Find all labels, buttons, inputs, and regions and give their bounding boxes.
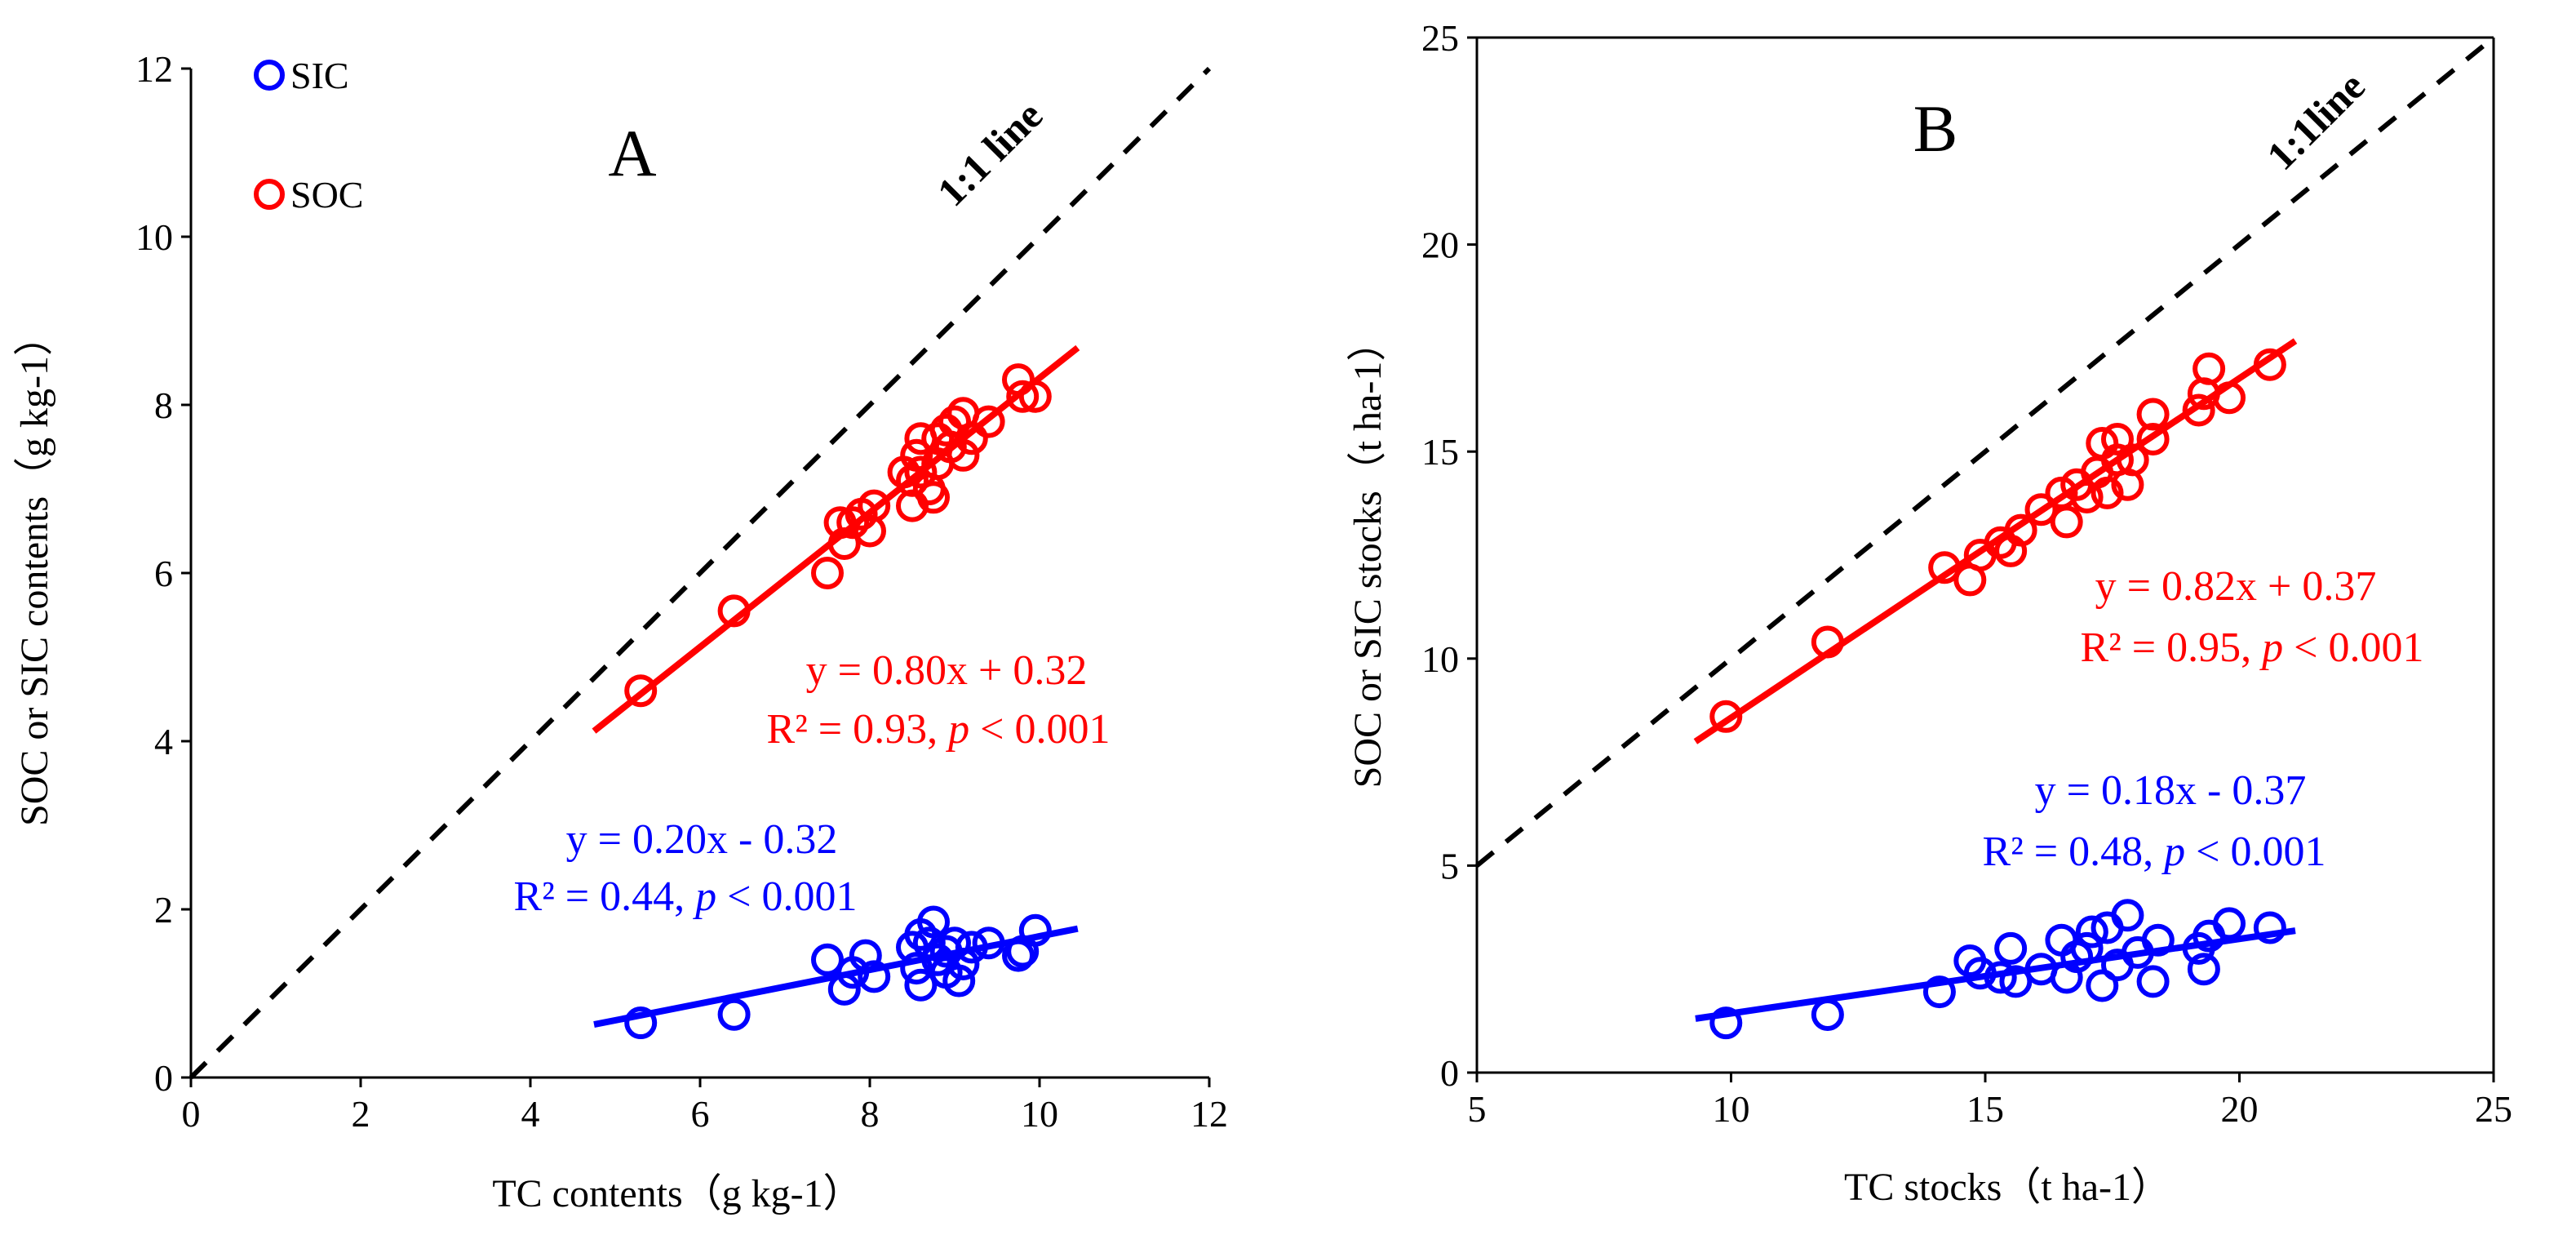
soc-point-b [2192, 352, 2226, 385]
x-tick-label-a: 10 [1021, 1093, 1058, 1135]
soc-point-a [896, 489, 929, 522]
sic-point-b [2075, 915, 2108, 949]
y-tick-label-b: 0 [1440, 1052, 1459, 1094]
sic-point-b [2253, 911, 2286, 944]
x-tick-label-b: 25 [2475, 1088, 2512, 1130]
sic-point-b [2086, 969, 2119, 1002]
sic-point-b [1999, 965, 2033, 998]
soc-fit-line-a [592, 344, 1080, 734]
sic-point-b [1922, 975, 1956, 1009]
sic-point-a [717, 998, 751, 1031]
soc-point-a [904, 422, 938, 455]
legend-label-sic: SIC [290, 55, 349, 96]
y-axis-title-a: SOC or SIC contents（g kg-1） [13, 317, 56, 826]
sic-point-a [904, 968, 938, 1002]
x-tick-label-a: 8 [861, 1093, 880, 1135]
one-to-one-line-b [1475, 35, 2495, 868]
y-tick-label-b: 15 [1421, 431, 1459, 473]
x-tick-label-a: 6 [691, 1093, 710, 1135]
chart-a: A 1:1 line TC contents（g kg-1） SOC or SI… [13, 48, 1228, 1215]
soc-point-b [2024, 493, 2058, 527]
y-tick-label-a: 10 [135, 216, 173, 258]
legend-label-soc: SOC [290, 174, 363, 215]
sic-point-b [1709, 1006, 1743, 1040]
soc-point-a [836, 506, 870, 540]
sic-point-a [624, 1006, 658, 1040]
soc-point-a [811, 557, 844, 589]
y-tick-label-a: 6 [154, 553, 173, 594]
y-tick-label-b: 20 [1421, 224, 1459, 266]
y-tick-label-a: 12 [135, 48, 173, 90]
sic-point-b [2187, 953, 2220, 986]
one-to-one-line-a [188, 66, 1212, 1080]
sic-point-a [811, 943, 844, 976]
x-tick-label-a: 0 [182, 1093, 201, 1135]
sic-point-b [2136, 965, 2170, 998]
x-tick-label-a: 2 [352, 1093, 370, 1135]
y-tick-label-a: 4 [154, 721, 173, 762]
chart-b: B 1:1line TC stocks（t ha-1） SOC or SIC s… [1346, 17, 2512, 1209]
soc-equation-b: y = 0.82x + 0.37 [2095, 563, 2377, 610]
x-axis-title-b: TC stocks（t ha-1） [1844, 1166, 2170, 1209]
x-tick-label-b: 20 [2221, 1088, 2259, 1130]
sic-point-b [2111, 899, 2144, 932]
sic-stats-a: R² = 0.44, p < 0.001 [514, 873, 858, 920]
sic-fit-line-b [1695, 927, 2296, 1022]
one-to-one-label-a: 1:1 line [929, 92, 1052, 215]
soc-point-a [858, 489, 891, 522]
sic-stats-b: R² = 0.48, p < 0.001 [1983, 829, 2326, 875]
x-tick-label-b: 5 [1468, 1088, 1487, 1130]
x-tick-label-b: 15 [1966, 1088, 2004, 1130]
y-tick-label-a: 8 [154, 384, 173, 426]
sic-point-b [1811, 998, 1844, 1031]
x-tick-label-a: 12 [1190, 1093, 1228, 1135]
soc-point-a [917, 481, 950, 514]
sic-point-a [858, 960, 891, 993]
soc-point-a [1006, 380, 1040, 413]
sic-point-a [1018, 913, 1052, 947]
sic-equation-b: y = 0.18x - 0.37 [2035, 767, 2307, 814]
sic-point-a [942, 964, 976, 998]
legend: SIC SOC [254, 55, 363, 215]
soc-stats-b: R² = 0.95, p < 0.001 [2081, 624, 2424, 671]
soc-point-a [904, 455, 938, 489]
soc-point-a [938, 405, 971, 438]
one-to-one-label-b: 1:1line [2258, 63, 2374, 179]
soc-point-b [2136, 422, 2170, 455]
panel-label-a: A [608, 116, 656, 190]
y-tick-label-b: 25 [1421, 17, 1459, 59]
sic-point-b [1994, 931, 2028, 965]
panel-label-b: B [1913, 91, 1958, 166]
soc-stats-a: R² = 0.93, p < 0.001 [767, 706, 1111, 753]
soc-point-b [2050, 505, 2083, 539]
soc-point-b [2100, 422, 2134, 455]
y-axis-title-b: SOC or SIC stocks（t ha-1） [1346, 322, 1390, 789]
sic-point-b [2213, 907, 2246, 940]
soc-fit-line-b [1693, 338, 2298, 744]
y-tick-label-a: 2 [154, 889, 173, 931]
soc-point-a [624, 674, 658, 708]
y-tick-label-b: 5 [1440, 845, 1459, 886]
soc-equation-a: y = 0.80x + 0.32 [806, 647, 1088, 694]
sic-point-a [900, 952, 933, 985]
legend-marker-sic [254, 60, 285, 91]
soc-point-a [955, 422, 988, 455]
x-axis-title-a: TC contents（g kg-1） [492, 1172, 862, 1215]
legend-marker-soc [254, 179, 285, 210]
y-tick-label-a: 0 [154, 1057, 173, 1099]
soc-point-b [1709, 700, 1743, 733]
x-tick-label-a: 4 [521, 1093, 540, 1135]
sic-equation-a: y = 0.20x - 0.32 [566, 816, 838, 863]
sic-fit-line-a [593, 925, 1079, 1029]
x-tick-label-b: 10 [1713, 1088, 1750, 1130]
soc-point-a [972, 405, 1005, 438]
sic-point-a [917, 905, 950, 939]
soc-point-b [2136, 398, 2170, 431]
soc-point-b [2182, 393, 2215, 427]
y-tick-label-b: 10 [1421, 638, 1459, 680]
soc-point-b [2091, 476, 2124, 509]
